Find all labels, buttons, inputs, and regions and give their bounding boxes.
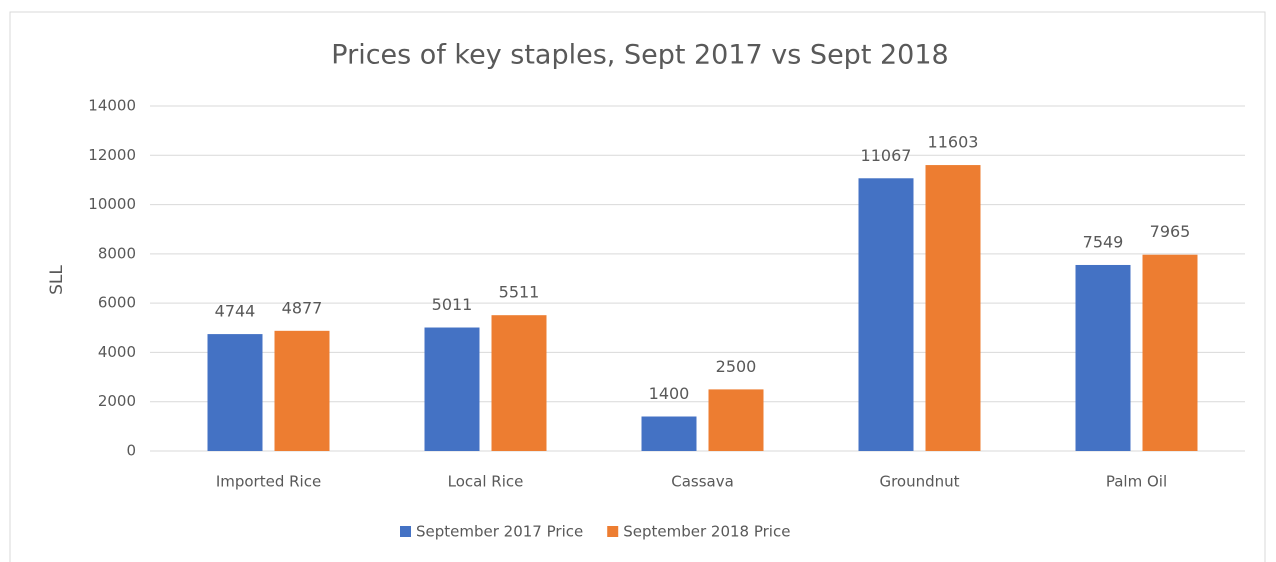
- x-tick-label: Imported Rice: [216, 473, 321, 491]
- bar: [858, 178, 914, 451]
- y-axis-label: SLL: [47, 265, 67, 295]
- chart-frame: [9, 11, 1266, 562]
- x-tick-label: Local Rice: [448, 473, 524, 491]
- y-tick-label: 14000: [88, 97, 136, 115]
- x-tick-label: Palm Oil: [1106, 473, 1167, 491]
- value-label: 5011: [432, 295, 473, 314]
- y-tick-label: 6000: [98, 294, 136, 312]
- bar: [1075, 264, 1131, 451]
- legend-swatch: [400, 526, 411, 537]
- y-tick-label: 8000: [98, 244, 136, 262]
- value-label: 7549: [1083, 232, 1124, 251]
- legend-label: September 2018 Price: [623, 523, 790, 541]
- y-tick-label: 0: [126, 442, 136, 460]
- value-label: 5511: [499, 283, 540, 302]
- value-label: 2500: [716, 357, 757, 376]
- bar: [274, 330, 330, 451]
- value-label: 7965: [1150, 222, 1191, 241]
- y-tick-label: 4000: [98, 343, 136, 361]
- bar: [424, 327, 480, 451]
- legend-label: September 2017 Price: [416, 523, 583, 541]
- value-label: 1400: [649, 384, 690, 403]
- x-tick-label: Cassava: [671, 473, 734, 491]
- bar: [491, 315, 547, 451]
- value-label: 11067: [861, 146, 912, 165]
- bar: [641, 416, 697, 451]
- bar: [1142, 254, 1198, 451]
- bar: [207, 334, 263, 451]
- x-tick-label: Groundnut: [879, 473, 959, 491]
- bar: [925, 165, 981, 452]
- y-tick-label: 12000: [88, 146, 136, 164]
- legend-swatch: [607, 526, 619, 537]
- value-label: 4744: [215, 302, 256, 321]
- value-label: 4877: [282, 298, 323, 317]
- y-tick-label: 2000: [98, 392, 136, 410]
- chart-title: Prices of key staples, Sept 2017 vs Sept…: [331, 40, 948, 71]
- bar: [708, 389, 764, 451]
- value-label: 11603: [928, 133, 979, 152]
- y-tick-label: 10000: [88, 195, 136, 213]
